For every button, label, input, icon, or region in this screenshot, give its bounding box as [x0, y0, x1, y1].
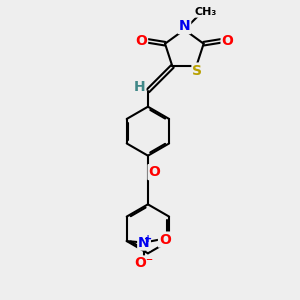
Text: CH₃: CH₃	[194, 7, 216, 17]
Text: N: N	[178, 19, 190, 33]
Text: O: O	[135, 34, 147, 48]
Text: +: +	[144, 234, 152, 244]
Text: N: N	[138, 236, 150, 250]
Text: S: S	[193, 64, 202, 78]
Text: O: O	[148, 165, 160, 179]
Text: H: H	[134, 80, 146, 94]
Text: O⁻: O⁻	[134, 256, 154, 271]
Text: O: O	[159, 232, 171, 247]
Text: O: O	[222, 34, 233, 48]
